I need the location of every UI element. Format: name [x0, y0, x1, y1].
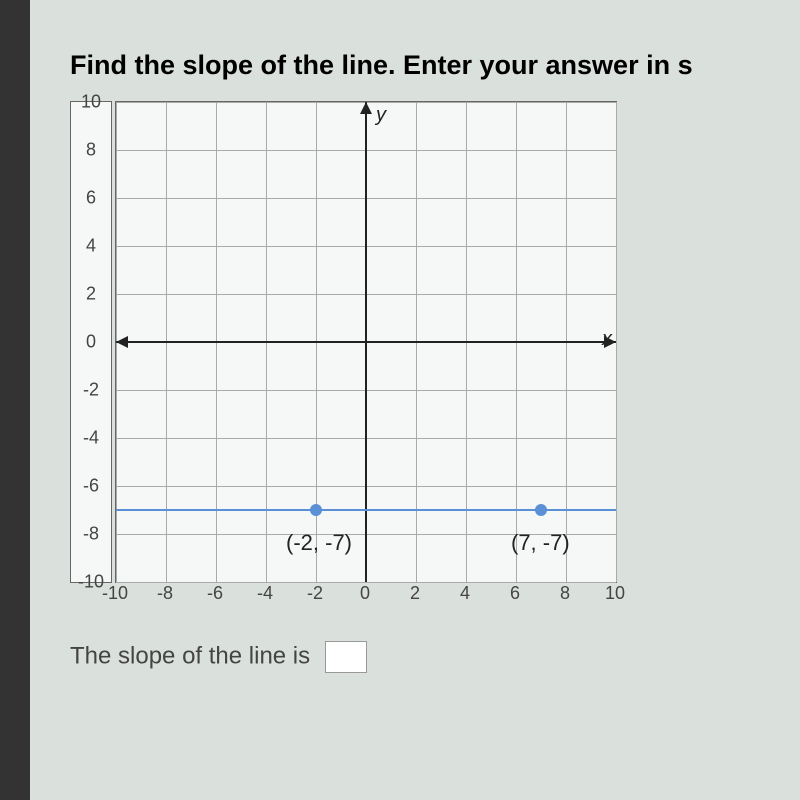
- x-tick-label: -10: [102, 583, 128, 604]
- y-tick-label: -2: [71, 380, 111, 401]
- x-axis-labels: -10-8-6-4-20246810: [115, 583, 615, 613]
- x-tick-label: 6: [510, 583, 520, 604]
- y-tick-label: 6: [71, 188, 111, 209]
- y-tick-label: 2: [71, 284, 111, 305]
- answer-prompt: The slope of the line is: [70, 641, 780, 673]
- y-tick-label: 10: [71, 92, 111, 113]
- x-tick-label: 2: [410, 583, 420, 604]
- x-tick-label: -4: [257, 583, 273, 604]
- plot-area: y x (-2, -7)(7, -7): [115, 101, 617, 583]
- content-area: Find the slope of the line. Enter your a…: [40, 0, 800, 683]
- x-tick-label: -2: [307, 583, 323, 604]
- answer-input[interactable]: [325, 641, 367, 673]
- point-label: (-2, -7): [286, 530, 352, 556]
- data-point: [310, 504, 322, 516]
- y-tick-label: -4: [71, 428, 111, 449]
- left-sidebar: [0, 0, 30, 800]
- y-tick-label: -6: [71, 476, 111, 497]
- x-tick-label: -8: [157, 583, 173, 604]
- y-axis-label: y: [376, 104, 386, 127]
- x-tick-label: -6: [207, 583, 223, 604]
- answer-text: The slope of the line is: [70, 642, 310, 669]
- x-tick-label: 4: [460, 583, 470, 604]
- x-tick-label: 0: [360, 583, 370, 604]
- question-text: Find the slope of the line. Enter your a…: [70, 50, 780, 81]
- x-tick-label: 10: [605, 583, 625, 604]
- point-label: (7, -7): [511, 530, 570, 556]
- y-axis-labels: 1086420-2-4-6-8-10: [70, 101, 112, 583]
- data-point: [535, 504, 547, 516]
- y-tick-label: 4: [71, 236, 111, 257]
- x-tick-label: 8: [560, 583, 570, 604]
- y-tick-label: -8: [71, 524, 111, 545]
- y-tick-label: 8: [71, 140, 111, 161]
- y-tick-label: 0: [71, 332, 111, 353]
